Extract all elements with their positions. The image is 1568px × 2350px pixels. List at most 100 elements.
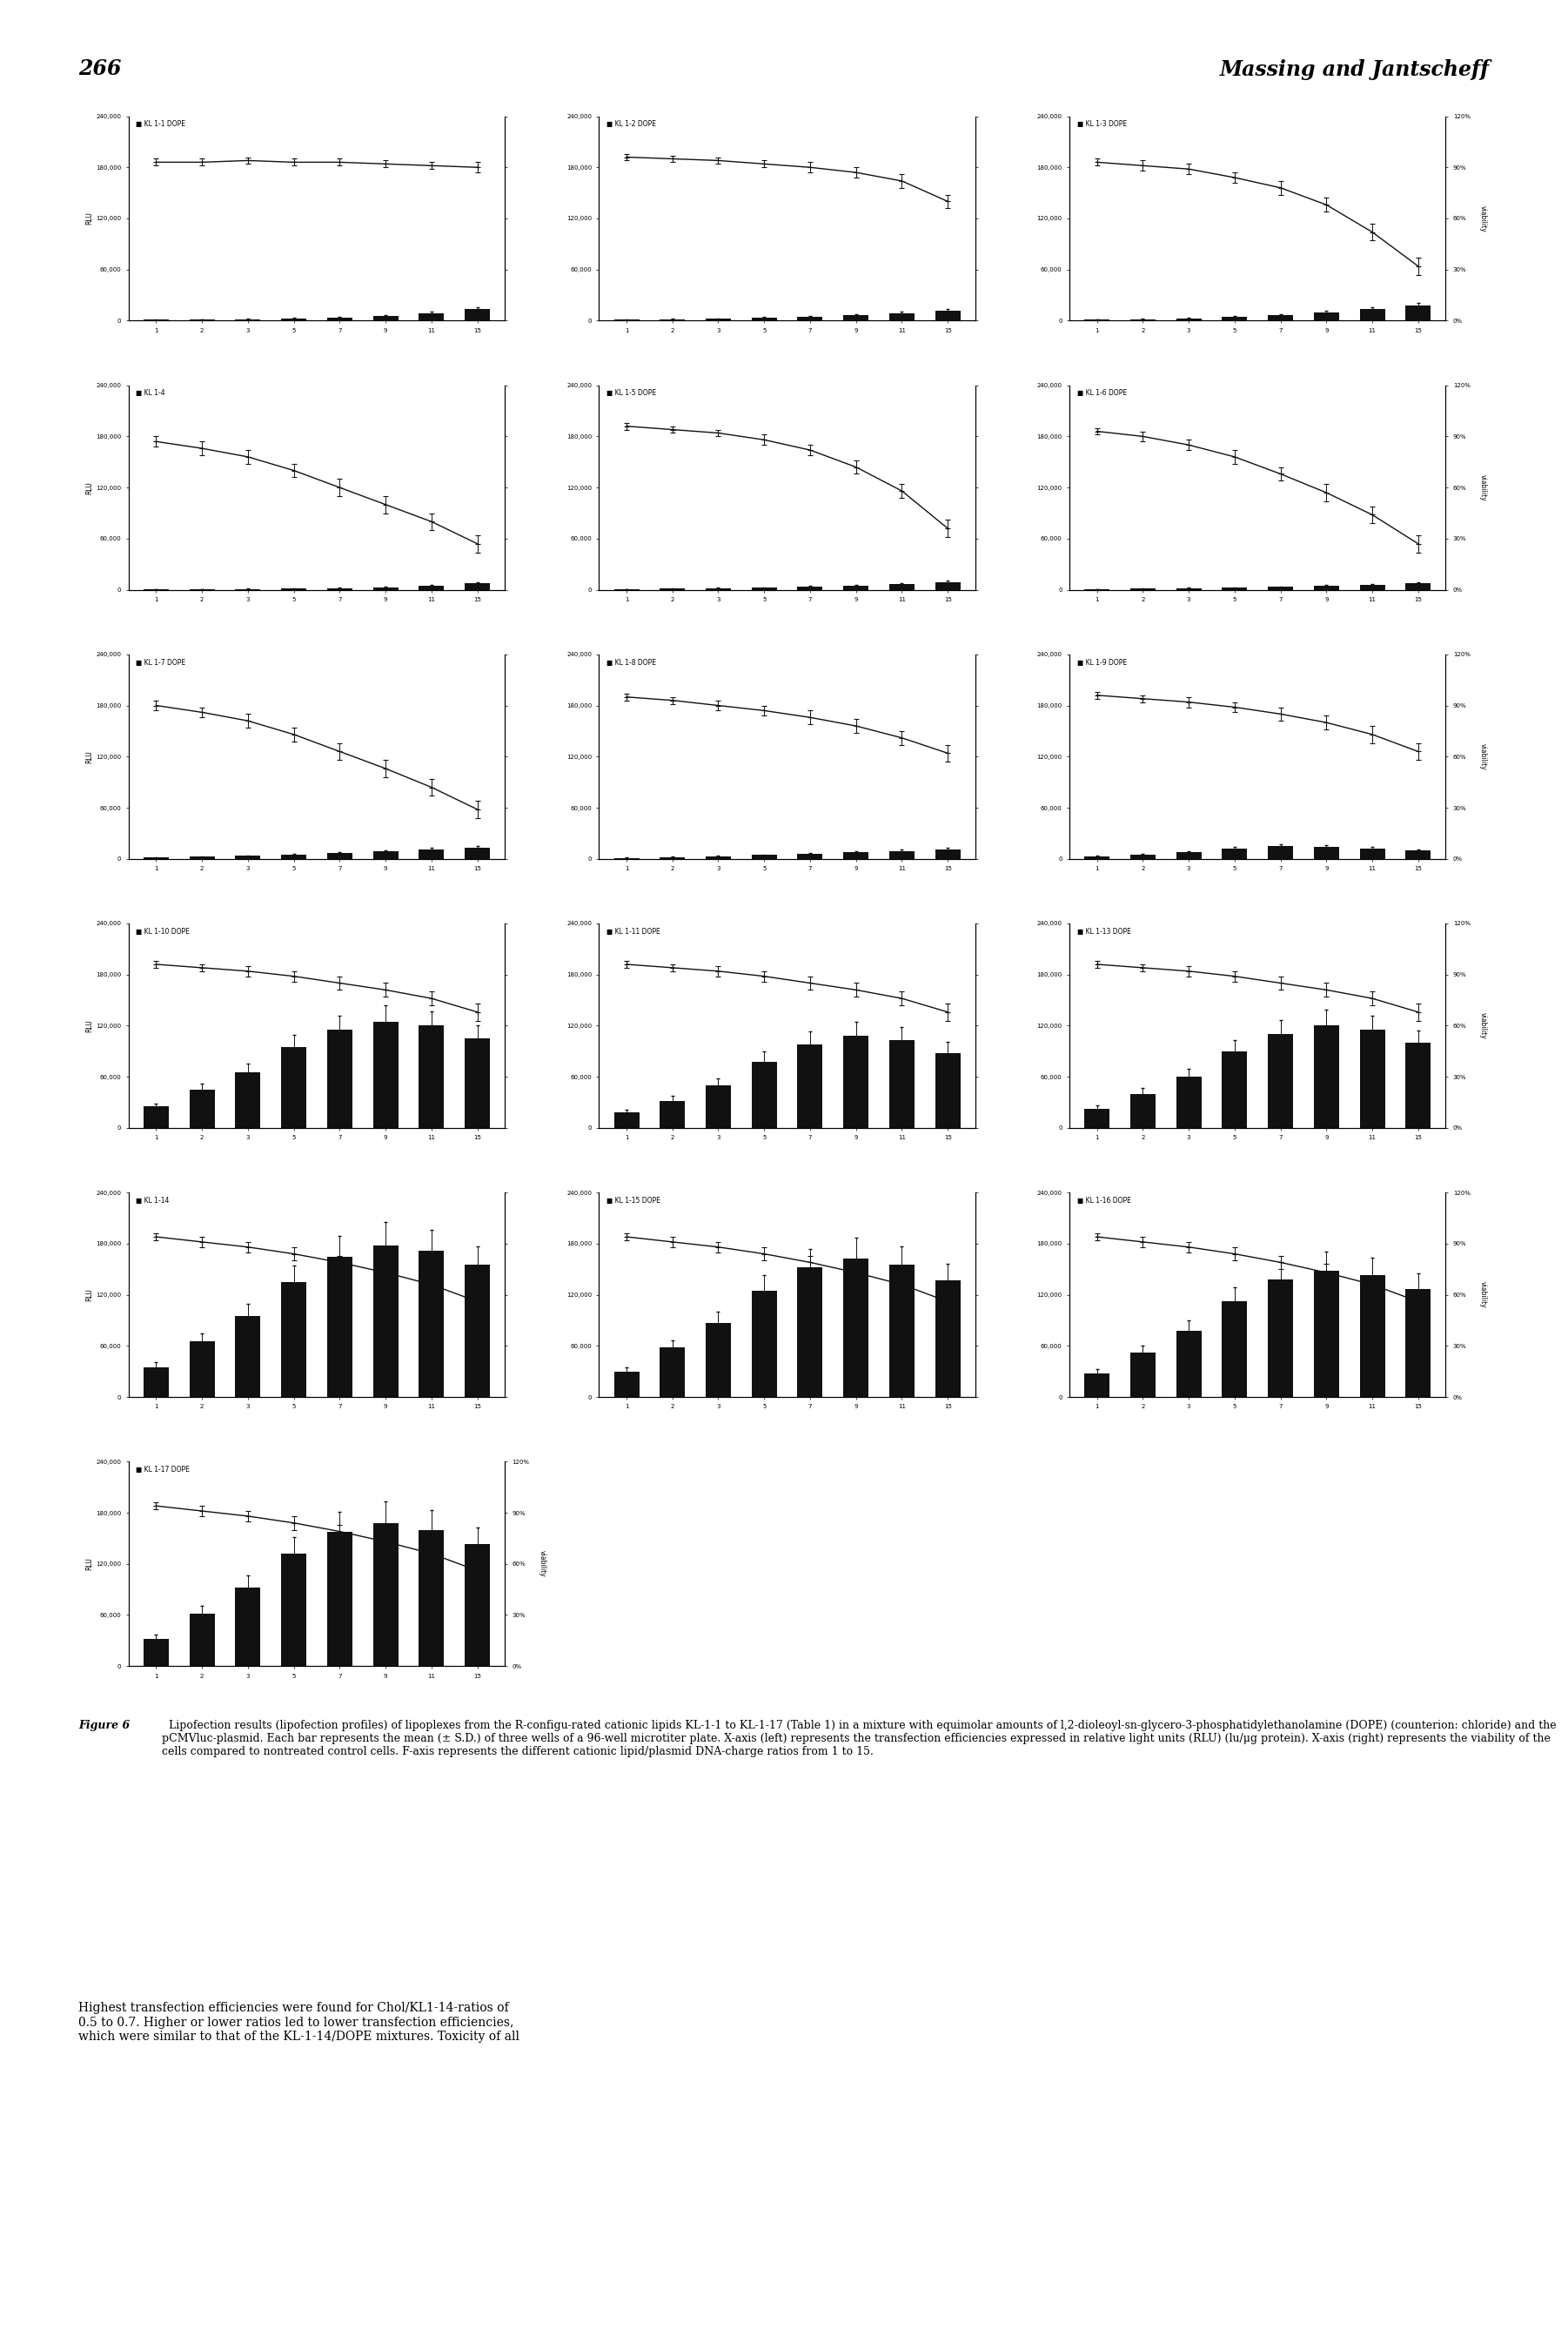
Bar [935,310,960,320]
Bar [1359,1029,1385,1128]
Text: ■ KL 1-4: ■ KL 1-4 [136,390,165,397]
Bar [328,1532,353,1666]
Bar [751,317,776,320]
Text: 266: 266 [78,59,121,80]
Bar [706,1323,731,1396]
Bar [1221,848,1247,858]
Bar [660,1347,685,1396]
Text: ■ KL 1-8 DOPE: ■ KL 1-8 DOPE [607,658,655,667]
Bar [1405,306,1430,320]
Y-axis label: RLU: RLU [86,1558,94,1570]
Text: ■ KL 1-9 DOPE: ■ KL 1-9 DOPE [1077,658,1127,667]
Bar [1085,1372,1110,1396]
Bar [1269,846,1294,858]
Bar [889,1264,914,1396]
Bar [235,1316,260,1396]
Bar [1131,1093,1156,1128]
Y-axis label: viability: viability [1479,1013,1486,1039]
Bar [1085,855,1110,858]
Y-axis label: viability: viability [1479,204,1486,233]
Text: ■ KL 1-15 DOPE: ■ KL 1-15 DOPE [607,1196,660,1206]
Bar [798,1043,823,1128]
Bar [798,1267,823,1396]
Bar [373,1523,398,1666]
Bar [1405,583,1430,590]
Text: Highest transfection efficiencies were found for Chol/KL1-14-ratios of
0.5 to 0.: Highest transfection efficiencies were f… [78,2002,519,2042]
Bar [1221,1050,1247,1128]
Bar [1359,585,1385,590]
Text: Figure 6: Figure 6 [78,1720,130,1732]
Text: Lipofection results (lipofection profiles) of lipoplexes from the R-configu-rate: Lipofection results (lipofection profile… [162,1720,1555,1758]
Bar [615,1112,640,1128]
Bar [419,313,444,320]
Text: ■ KL 1-5 DOPE: ■ KL 1-5 DOPE [607,390,657,397]
Bar [751,1062,776,1128]
Bar [798,853,823,858]
Y-axis label: RLU: RLU [86,212,94,226]
Bar [935,583,960,590]
Bar [373,1246,398,1396]
Bar [281,1048,306,1128]
Bar [464,848,489,858]
Bar [281,317,306,320]
Bar [1314,585,1339,590]
Bar [281,1553,306,1666]
Text: ■ KL 1-14: ■ KL 1-14 [136,1196,169,1206]
Bar [706,1086,731,1128]
Bar [1131,855,1156,858]
Text: ■ KL 1-17 DOPE: ■ KL 1-17 DOPE [136,1466,190,1473]
Bar [1131,1354,1156,1396]
Bar [373,851,398,858]
Bar [1269,1034,1294,1128]
Bar [751,1290,776,1396]
Y-axis label: viability: viability [1479,475,1486,501]
Bar [419,1250,444,1396]
Bar [235,855,260,858]
Bar [419,1025,444,1128]
Bar [328,853,353,858]
Bar [419,1530,444,1666]
Text: ■ KL 1-11 DOPE: ■ KL 1-11 DOPE [607,928,660,935]
Y-axis label: viability: viability [1479,1281,1486,1309]
Y-axis label: RLU: RLU [86,1288,94,1302]
Bar [464,1544,489,1666]
Bar [935,848,960,858]
Bar [1359,848,1385,858]
Bar [798,317,823,320]
Bar [373,315,398,320]
Bar [1314,1025,1339,1128]
Bar [844,853,869,858]
Bar [373,1022,398,1128]
Bar [660,1100,685,1128]
Bar [889,313,914,320]
Bar [419,848,444,858]
Bar [935,1281,960,1396]
Bar [798,588,823,590]
Bar [844,1036,869,1128]
Bar [1359,1276,1385,1396]
Bar [1269,1278,1294,1396]
Bar [844,585,869,590]
Bar [144,1638,169,1666]
Bar [328,1029,353,1128]
Bar [844,315,869,320]
Bar [419,585,444,590]
Y-axis label: RLU: RLU [86,1020,94,1032]
Bar [235,1589,260,1666]
Bar [1405,1288,1430,1396]
Bar [844,1260,869,1396]
Text: ■ KL 1-3 DOPE: ■ KL 1-3 DOPE [1077,120,1127,129]
Bar [1314,1271,1339,1396]
Bar [464,583,489,590]
Bar [889,583,914,590]
Text: ■ KL 1-2 DOPE: ■ KL 1-2 DOPE [607,120,655,129]
Bar [190,1342,215,1396]
Text: Massing and Jantscheff: Massing and Jantscheff [1220,59,1490,80]
Bar [190,1612,215,1666]
Bar [1176,317,1201,320]
Bar [751,855,776,858]
Bar [1314,846,1339,858]
Bar [1221,1302,1247,1396]
Text: ■ KL 1-16 DOPE: ■ KL 1-16 DOPE [1077,1196,1131,1206]
Bar [1221,317,1247,320]
